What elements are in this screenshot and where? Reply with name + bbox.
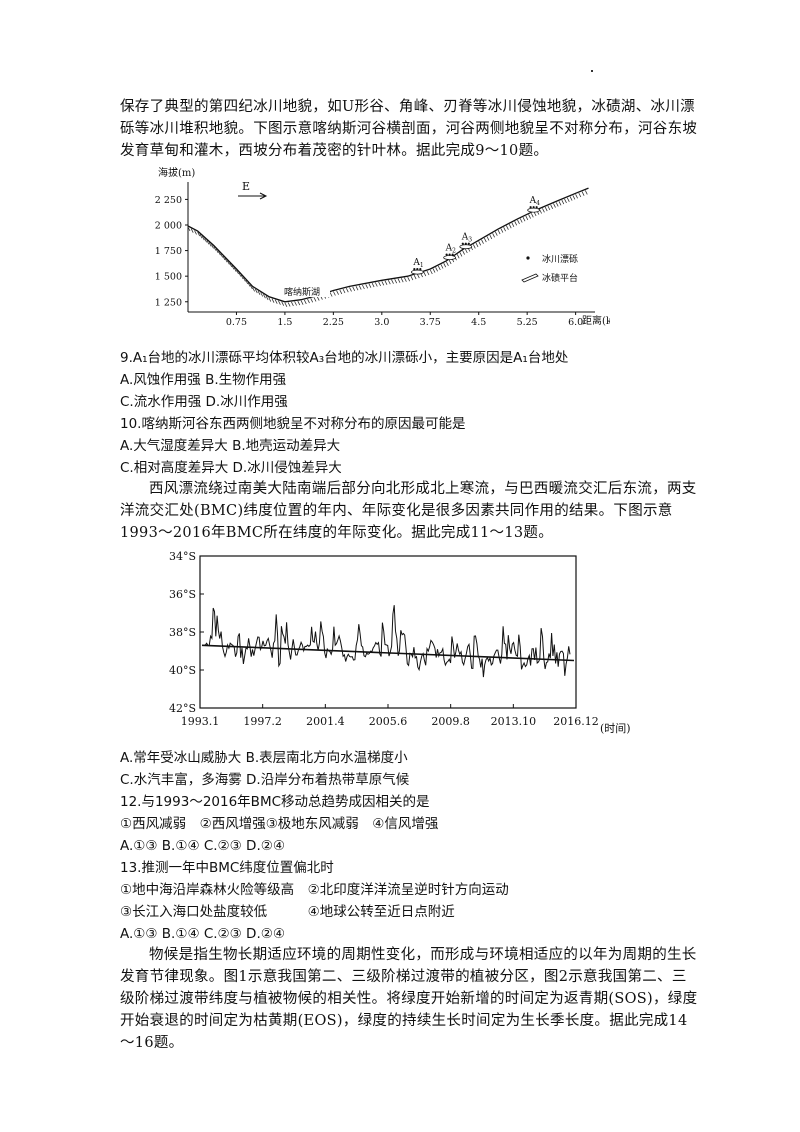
boulder-4-2 [532, 206, 535, 209]
boulder-1-3 [419, 268, 422, 271]
site-sub-2: 2 [452, 248, 456, 255]
question-10-options-cd: C.相对高度差异大 D.冰川侵蚀差异大 [120, 460, 342, 476]
fig2-x-ticks: 1993.1 1997.2 2001.4 2005.6 2009.8 2013.10 201… [181, 704, 599, 728]
fig2-frame [199, 555, 577, 709]
moraine-platform-4 [527, 207, 540, 213]
fig2-x-tick-label-3: 2005.6 [369, 715, 408, 728]
question-12: 12.与1993～2016年BMC移动总趋势成因相关的是 [120, 794, 430, 810]
boulder-1-2 [416, 268, 419, 271]
moraine-platform-2 [443, 255, 456, 260]
moraine-platform-1 [410, 269, 424, 275]
site-label-1: A1 [412, 258, 423, 269]
lake-label-box [282, 285, 330, 297]
fig2-y-tick-label-4: 42°S [169, 702, 196, 715]
fig1-ylabel: 海拔(m) [158, 166, 195, 179]
fig2-time-label: (时间) [600, 722, 631, 735]
fig1-y-tick-label-2: 1 750 [155, 246, 182, 257]
intro-paragraph-2: 西风漂流绕过南美大陆南端后部分向北形成北上寒流，与巴西暖流交汇后东流，两支洋流交… [120, 481, 697, 541]
question-11-options-ab: A.常年受冰山威胁大 B.表层南北方向水温梯度小 [120, 750, 408, 766]
bmc-trend-line [201, 644, 575, 662]
intro-paragraph-3: 物候是指生物长期适应环境的周期性变化，而形成与环境相适应的以年为周期的生长发育节… [120, 947, 698, 1051]
direction-label: E [242, 180, 250, 193]
fig1-y-tick-label-3: 2 000 [155, 220, 182, 231]
boulder-3-2 [464, 242, 467, 245]
question-11-options-cd: C.水汽丰富，多海雾 D.沿岸分布着热带草原气候 [120, 772, 410, 788]
question-13-options: A.①③ B.①④ C.②③ D.②④ [120, 926, 285, 942]
fig1-x-ticks: 0.75 1.5 2.25 3.0 3.75 4.5 5.25 6.0 [226, 312, 583, 328]
boulder-3-3 [467, 242, 470, 245]
fig2-y-tick-label-3: 40°S [169, 664, 196, 677]
question-12-items: ①西风减弱 ②西风增强③极地东风减弱 ④信风增强 [120, 816, 439, 832]
boulder-1-1 [413, 268, 416, 271]
question-10: 10.喀纳斯河谷东西两侧地貌呈不对称分布的原因最可能是 [120, 416, 466, 432]
fig1-x-tick-label-2: 2.25 [323, 317, 344, 328]
fig1-x-tick-label-0: 0.75 [226, 317, 247, 328]
fig2-x-tick-label-0: 1993.1 [181, 715, 220, 728]
fig1-x-tick-label-5: 4.5 [471, 317, 486, 328]
question-13: 13.推测一年中BMC纬度位置偏北时 [120, 860, 334, 876]
boulder-2-3 [451, 253, 454, 256]
fig1-x-tick-label-1: 1.5 [277, 317, 292, 328]
boulder-4-3 [535, 206, 538, 209]
fig2-y-tick-label-0: 34°S [169, 550, 196, 563]
question-13-items-1: ①地中海沿岸森林火险等级高 ②北印度洋洋流呈逆时针方向运动 [120, 882, 509, 898]
site-label-4: A4 [529, 196, 541, 207]
fig1-y-tick-label-0: 1 250 [155, 297, 182, 308]
boulder-4-1 [529, 206, 532, 209]
fig1-x-tick-label-4: 3.75 [420, 317, 441, 328]
question-10-options-ab: A.大气湿度差异大 B.地壳运动差异大 [120, 438, 341, 454]
lake-label: 喀纳斯湖 [284, 286, 320, 298]
boulder-2-2 [448, 253, 451, 256]
site-sub-3: 3 [468, 237, 472, 244]
fig1-x-tick-label-7: 6.0 [568, 317, 583, 328]
fig2-y-tick-label-1: 36°S [169, 588, 196, 601]
site-sub-1: 1 [420, 262, 424, 269]
moraine-platform-3 [459, 244, 473, 250]
profile-hatching [187, 190, 588, 307]
fig1-legend: 冰川漂砾 冰碛平台 [521, 253, 578, 284]
fig1-x-tick-label-6: 5.25 [517, 317, 538, 328]
fig2-y-tick-label-2: 38°S [169, 626, 196, 639]
fig1-y-tick-label-1: 1 500 [155, 272, 182, 283]
fig2-x-tick-label-6: 2016.12 [553, 715, 599, 728]
fig2-y-ticks: 34°S 36°S 38°S 40°S 42°S [169, 550, 204, 715]
site-label-2: A2 [445, 244, 457, 255]
legend-boulder: 冰川漂砾 [542, 253, 578, 265]
question-9-options-ab: A.风蚀作用强 B.生物作用强 [120, 372, 287, 388]
fig2-x-tick-label-5: 2013.10 [491, 715, 537, 728]
fig1-y-tick-label-4: 2 250 [155, 195, 182, 206]
question-13-items-2: ③长江入海口处盐度较低 ④地球公转至近日点附近 [120, 904, 455, 920]
question-12-options: A.①③ B.①④ C.②③ D.②④ [120, 838, 285, 854]
fig2-x-tick-label-1: 1997.2 [243, 715, 282, 728]
site-sub-4: 4 [536, 200, 540, 207]
valley-profile-chart: 海拔(m) 1 250 1 500 1 750 2 000 2 250 0.75 1.5 2… [155, 166, 610, 328]
fig2-x-tick-label-2: 2001.4 [306, 715, 345, 728]
legend-platform: 冰碛平台 [542, 272, 578, 284]
question-9: 9.A₁台地的冰川漂砾平均体积较A₃台地的冰川漂砾小，主要原因是A₁台地处 [120, 350, 569, 366]
page-speck [591, 70, 593, 72]
site-label-3: A3 [461, 233, 473, 244]
boulder-3-1 [461, 242, 464, 245]
question-9-options-cd: C.流水作用强 D.冰川作用强 [120, 394, 288, 410]
bmc-latitude-chart: 34°S 36°S 38°S 40°S 42°S 1993.1 1997.2 2001.4 2… [169, 550, 631, 735]
fig2-x-tick-label-4: 2009.8 [431, 715, 470, 728]
glacial-sites: A1 A2 A3 A4 [410, 196, 541, 275]
fig1-y-ticks: 1 250 1 500 1 750 2 000 2 250 [155, 195, 188, 308]
valley-profile-line [187, 187, 589, 303]
bmc-latitude-series [204, 605, 571, 678]
fig1-xlabel: 距离(km) [582, 314, 610, 327]
boulder-2-1 [445, 253, 448, 256]
fig1-x-tick-label-3: 3.0 [374, 317, 389, 328]
intro-paragraph-1: 保存了典型的第四纪冰川地貌，如U形谷、角峰、刃脊等冰川侵蚀地貌，冰碛湖、冰川漂砾… [120, 99, 698, 159]
